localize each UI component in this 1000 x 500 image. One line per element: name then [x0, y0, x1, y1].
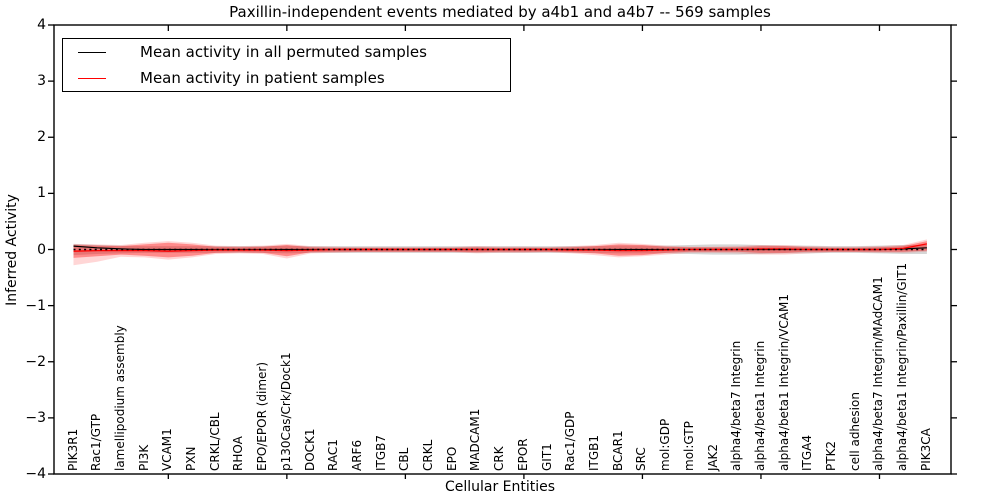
x-tick-label: alpha4/beta7 Integrin/MAdCAM1 [871, 276, 886, 471]
x-tick-label: PI3K [136, 444, 151, 471]
x-tick-label: alpha4/beta1 Integrin/Paxillin/GIT1 [895, 262, 910, 471]
y-tick-label: 3 [37, 73, 46, 90]
legend-label-permuted: Mean activity in all permuted samples [140, 43, 427, 61]
x-tick-label: EPO [444, 446, 459, 471]
x-tick-label: EPO/EPOR (dimer) [255, 361, 270, 471]
legend-item-permuted: Mean activity in all permuted samples [63, 39, 510, 65]
x-tick-label: MADCAM1 [468, 408, 483, 471]
legend-item-patient: Mean activity in patient samples [63, 65, 510, 91]
y-tick-label: −1 [25, 297, 46, 314]
x-tick-label: CRKL [421, 439, 436, 471]
x-tick-label: PXN [184, 446, 199, 471]
x-tick-label: ITGB7 [373, 434, 388, 471]
x-tick-label: PIK3CA [918, 428, 933, 471]
x-tick-label: alpha4/beta1 Integrin/VCAM1 [776, 294, 791, 471]
x-tick-label: RAC1 [326, 439, 341, 471]
band-patient-samples-range-outer [73, 239, 927, 266]
x-tick-label: lamellipodium assembly [112, 325, 127, 471]
x-tick-label: JAK2 [705, 443, 720, 471]
x-tick-label: ITGB1 [587, 434, 602, 471]
patient-line-swatch-icon [78, 77, 106, 79]
x-tick-label: mol:GTP [681, 421, 696, 471]
x-tick-label: RHOA [231, 436, 246, 471]
y-tick-label: −2 [25, 353, 46, 370]
x-axis-title: Cellular Entities [444, 479, 556, 495]
y-tick-label: 1 [37, 185, 46, 202]
x-tick-label: alpha4/beta1 Integrin [752, 340, 767, 471]
x-tick-label: p130Cas/Crk/Dock1 [278, 352, 293, 471]
chart-title: Paxillin-independent events mediated by … [229, 3, 771, 21]
x-tick-label: Rac1/GTP [89, 413, 104, 471]
legend: Mean activity in all permuted samples Me… [62, 38, 511, 92]
x-tick-label: CBL [397, 447, 412, 471]
x-tick-label: CRK [492, 446, 507, 471]
x-tick-label: EPOR [515, 438, 530, 471]
x-tick-label: BCAR1 [610, 430, 625, 471]
x-tick-label: Rac1/GDP [563, 411, 578, 471]
y-tick-label: 0 [37, 241, 46, 258]
x-tick-label: PTK2 [824, 440, 839, 471]
x-tick-label: SRC [634, 447, 649, 471]
x-tick-label: alpha4/beta7 Integrin [729, 340, 744, 471]
y-tick-label: −3 [25, 409, 46, 426]
x-tick-label: ARF6 [349, 439, 364, 471]
y-tick-label: −4 [25, 466, 46, 482]
y-tick-label: 4 [37, 17, 46, 33]
x-tick-label: mol:GDP [658, 418, 673, 471]
x-tick-label: ITGA4 [800, 434, 815, 471]
x-tick-label: cell adhesion [847, 392, 862, 471]
x-tick-label: DOCK1 [302, 428, 317, 471]
permuted-line-swatch-icon [78, 51, 106, 53]
legend-label-patient: Mean activity in patient samples [140, 69, 385, 87]
x-tick-label: PIK3R1 [65, 428, 80, 471]
x-tick-label: VCAM1 [160, 428, 175, 471]
x-tick-label: GIT1 [539, 443, 554, 471]
x-tick-label: CRKL/CBL [207, 412, 222, 471]
y-tick-label: 2 [37, 129, 46, 146]
